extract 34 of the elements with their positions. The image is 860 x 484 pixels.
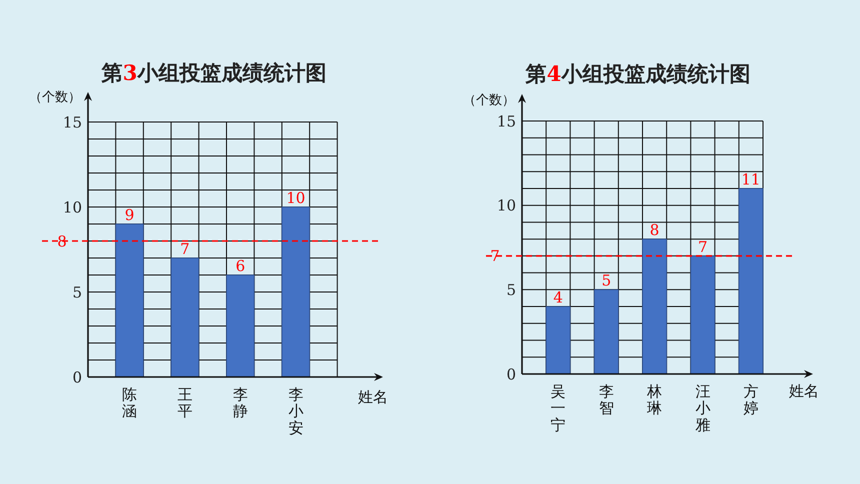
y-tick-label: 15 xyxy=(62,113,82,132)
x-tick-label: 王平 xyxy=(177,385,192,420)
y-tick-label: 5 xyxy=(506,280,516,299)
y-axis-title: （个数） xyxy=(463,93,515,108)
data-label: 4 xyxy=(553,288,563,307)
y-axis-title: （个数） xyxy=(29,90,81,105)
ref-line-label: 7 xyxy=(490,247,500,266)
chart-title: 第4小组投篮成绩统计图 xyxy=(526,61,750,86)
x-tick-label: 李智 xyxy=(598,382,614,418)
data-label: 6 xyxy=(236,257,246,275)
y-tick-label: 0 xyxy=(72,368,82,386)
data-label: 5 xyxy=(602,272,612,290)
x-axis-title: 姓名 xyxy=(789,382,819,400)
x-tick-label: 吴一宁 xyxy=(550,382,566,434)
chart-title: 第3小组投篮成绩统计图 xyxy=(102,60,326,85)
data-label: 7 xyxy=(180,240,190,258)
x-tick-label: 李小安 xyxy=(288,385,304,438)
x-tick-label: 林琳 xyxy=(646,382,662,418)
ref-line-label: 8 xyxy=(57,232,67,250)
y-tick-label: 10 xyxy=(496,196,516,215)
data-label: 11 xyxy=(741,170,760,188)
x-tick-label: 陈涵 xyxy=(122,385,138,420)
y-tick-label: 5 xyxy=(72,283,82,302)
data-label: 8 xyxy=(650,221,660,240)
x-tick-label: 方婷 xyxy=(743,382,758,418)
x-tick-label: 李静 xyxy=(232,385,248,420)
y-tick-label: 15 xyxy=(496,112,516,130)
x-tick-label: 汪小雅 xyxy=(695,382,710,434)
x-axis-title: 姓名 xyxy=(358,388,388,406)
y-tick-label: 10 xyxy=(62,198,82,216)
data-label: 10 xyxy=(286,189,306,207)
data-label: 9 xyxy=(124,206,134,224)
y-tick-label: 0 xyxy=(506,365,516,384)
data-label: 7 xyxy=(698,238,708,256)
